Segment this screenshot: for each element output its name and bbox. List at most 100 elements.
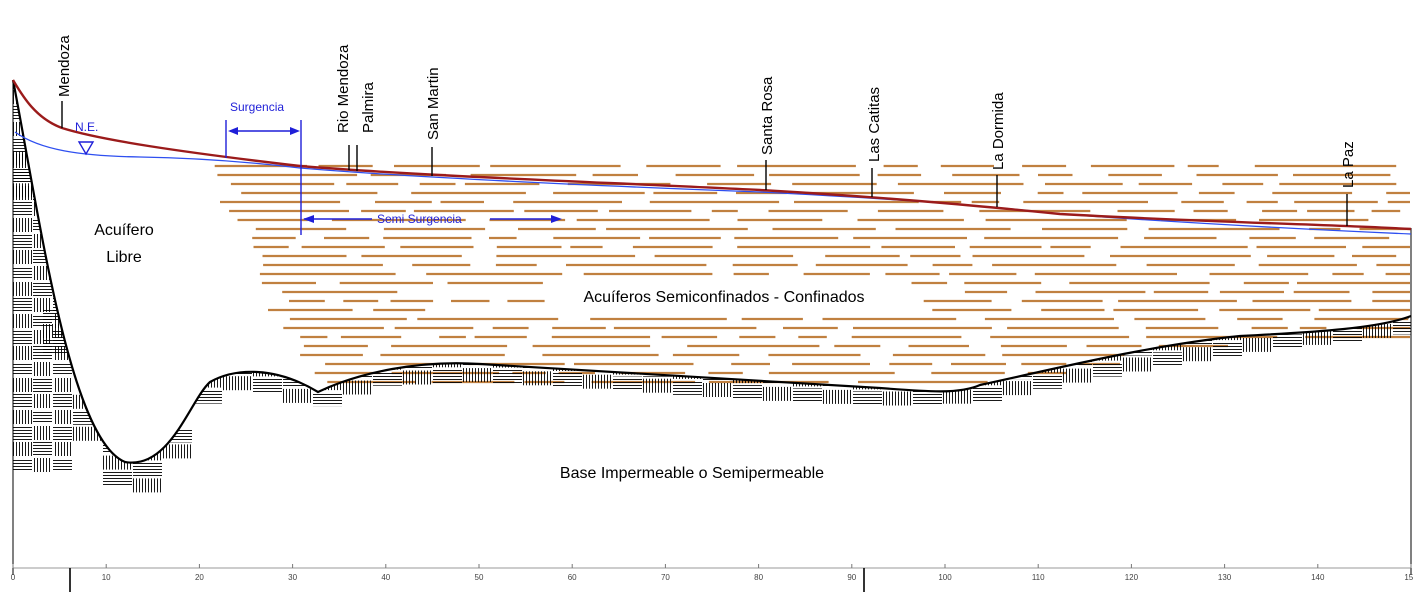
bedrock-hatch-block <box>1183 347 1212 362</box>
bedrock-hatch-block <box>193 389 222 404</box>
surgencia-arrow-left-icon <box>228 127 238 135</box>
axis-tick-label: 150 <box>1404 573 1413 582</box>
bedrock-hatch-block <box>33 122 52 136</box>
bedrock-hatch-block <box>523 371 552 386</box>
confined-aquifers-label: Acuíferos Semiconfinados - Confinados <box>583 289 864 306</box>
confined-label-backdrop <box>552 283 896 309</box>
bedrock-hatch-block <box>53 154 72 168</box>
bedrock-hatch-block <box>643 378 672 393</box>
axis-tick-label: 20 <box>195 573 204 582</box>
bedrock-hatch-block <box>133 462 162 477</box>
bedrock-hatch-block <box>1243 337 1272 352</box>
bedrock-hatch-block <box>33 378 52 392</box>
bedrock-hatch-block <box>463 368 492 383</box>
bedrock-hatch-block <box>163 444 192 459</box>
bedrock-contact-line <box>11 79 1412 464</box>
bedrock-hatch-block <box>373 371 402 386</box>
bedrock-hatch-block <box>13 362 32 376</box>
bedrock-hatch-block <box>943 373 972 388</box>
bedrock-hatch-block <box>13 218 32 232</box>
bedrock-hatch-block <box>13 234 32 248</box>
axis-tick-label: 110 <box>1032 573 1045 582</box>
semi-surgencia-arrow-right-icon <box>551 215 562 223</box>
water-table-line <box>14 131 1412 235</box>
bedrock-hatch-block <box>493 369 522 384</box>
bedrock-hatch-block <box>1303 330 1332 345</box>
axis-tick-label: 40 <box>381 573 390 582</box>
bedrock-hatch-block <box>33 218 52 232</box>
bedrock-hatch-block <box>53 250 72 264</box>
bedrock-hatch-block <box>53 378 72 392</box>
bedrock-hatch-block <box>793 388 822 403</box>
bedrock-hatch-block <box>33 426 52 440</box>
bedrock-hatch-block <box>1273 334 1302 349</box>
bedrock-hatch-block <box>53 218 72 232</box>
water-level-label: N.E. <box>75 120 98 134</box>
bedrock-hatch-block <box>403 370 432 385</box>
semi-surgencia-label: Semi Surgencia <box>377 212 462 226</box>
axis-tick-label: 70 <box>661 573 670 582</box>
town-label-santa-rosa: Santa Rosa <box>759 76 776 155</box>
bedrock-hatch-block <box>33 362 52 376</box>
surgencia-arrow-right-icon <box>290 127 300 135</box>
bedrock-hatch-block <box>53 442 72 456</box>
bedrock-hatch-block <box>13 330 32 344</box>
bedrock-hatch-block <box>13 458 32 472</box>
bedrock-hatch-block <box>53 234 72 248</box>
bedrock-hatch-block <box>33 298 52 312</box>
impermeable-base-label: Base Impermeable o Semipermeable <box>560 465 824 482</box>
bedrock-hatch-block <box>853 391 882 406</box>
bedrock-hatch-block <box>1303 314 1332 329</box>
bedrock-hatch-block <box>33 330 52 344</box>
bedrock-hatch-block <box>1393 320 1411 335</box>
bedrock-hatch-block <box>673 380 702 395</box>
bedrock-hatch-block <box>1003 381 1032 396</box>
surgencia-label: Surgencia <box>230 100 284 114</box>
bedrock-hatch-block <box>823 389 852 404</box>
axis-tick-label: 0 <box>11 573 16 582</box>
bedrock-hatch-block <box>223 376 252 391</box>
town-label-mendoza: Mendoza <box>56 35 73 97</box>
bedrock-hatch-block <box>33 154 52 168</box>
ground-surface-line <box>11 79 1412 231</box>
bedrock-hatch-block <box>253 378 282 393</box>
bedrock-hatch-block <box>53 314 72 328</box>
bedrock-hatch-block <box>33 282 52 296</box>
axis-tick-label: 100 <box>938 573 952 582</box>
bedrock-hatch-block <box>1063 368 1092 383</box>
bedrock-hatch-block <box>33 458 52 472</box>
bedrock-hatch-block <box>13 378 32 392</box>
bedrock-hatch-block <box>1033 374 1062 389</box>
bedrock-hatch-block <box>583 374 612 389</box>
bedrock-hatch-block <box>1273 318 1302 333</box>
bedrock-hatch-block <box>53 202 72 216</box>
bedrock-hatch-block <box>13 202 32 216</box>
bedrock-hatch-block <box>33 314 52 328</box>
town-label-la-paz: La Paz <box>1340 141 1357 188</box>
bedrock-hatch-block <box>1333 327 1362 342</box>
axis-tick-label: 30 <box>288 573 297 582</box>
bedrock-hatch-block <box>53 266 72 280</box>
town-label-palmira: Palmira <box>360 81 377 133</box>
bedrock-hatch-block <box>1153 352 1182 367</box>
bedrock-hatch-block <box>13 442 32 456</box>
bedrock-hatch-block <box>73 426 102 441</box>
bedrock-hatch-block <box>13 298 32 312</box>
bedrock-hatch-block <box>53 282 72 296</box>
bedrock-hatch-block <box>1123 357 1152 372</box>
bedrock-hatch-block <box>33 442 52 456</box>
bedrock-hatch-block <box>103 471 132 486</box>
bedrock-hatch-block <box>33 186 52 200</box>
bedrock-hatch-block <box>13 426 32 440</box>
bedrock-hatch-block <box>13 186 32 200</box>
bedrock-hatch-block <box>53 458 72 472</box>
bedrock-hatch-block <box>13 282 32 296</box>
bedrock-hatch-block <box>13 394 32 408</box>
bedrock-hatch-block <box>733 385 762 400</box>
axis-tick-label: 60 <box>568 573 577 582</box>
bedrock-hatch-block <box>73 394 102 409</box>
bedrock-hatch-block <box>53 394 72 408</box>
bedrock-hatch-block <box>613 376 642 391</box>
bedrock-hatch-block <box>33 90 52 104</box>
